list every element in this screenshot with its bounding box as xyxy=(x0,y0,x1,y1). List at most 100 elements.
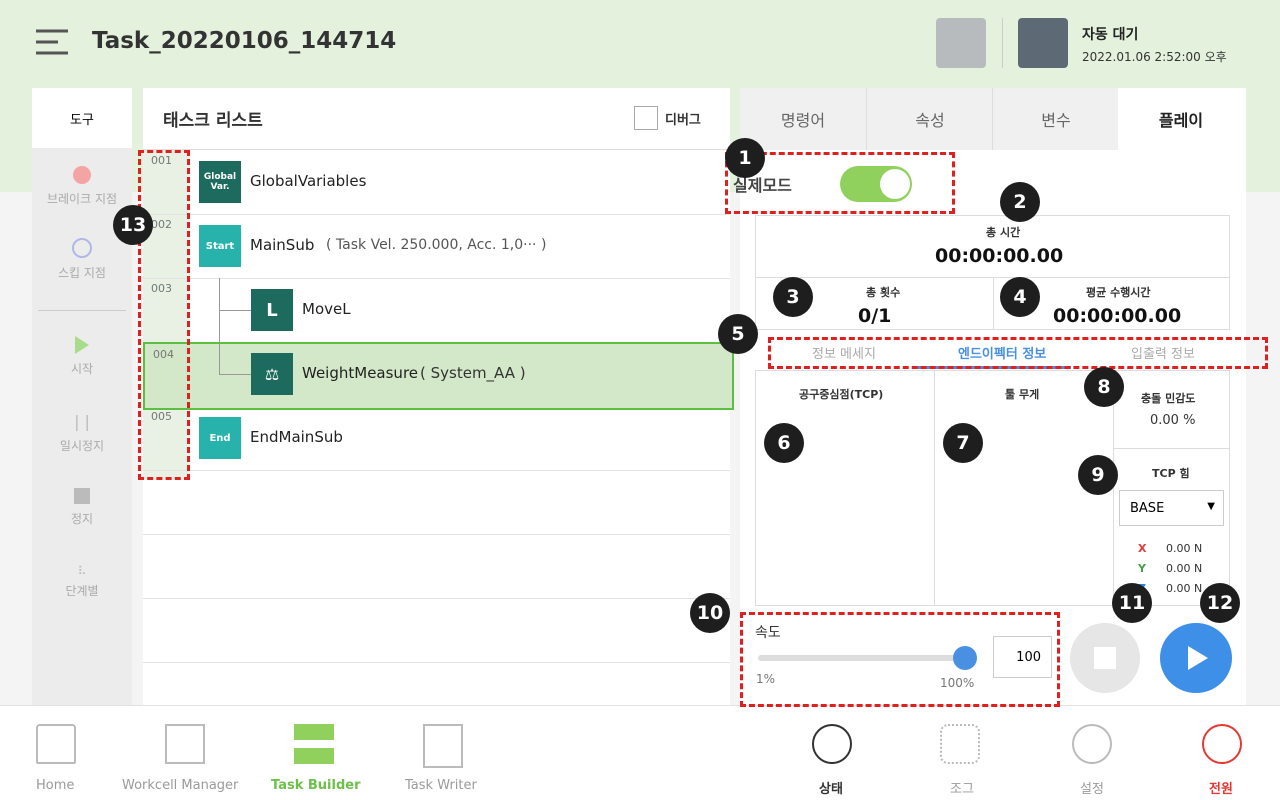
node-name: GlobalVariables xyxy=(250,172,367,190)
badge: 13 xyxy=(113,205,153,245)
node-name: EndMainSub xyxy=(250,428,343,446)
badge: 9 xyxy=(1078,455,1118,495)
empty-row xyxy=(143,470,730,535)
badge: 5 xyxy=(718,314,758,354)
reset-button[interactable] xyxy=(936,18,986,68)
highlight-box xyxy=(768,337,1268,369)
speed-track xyxy=(758,655,966,661)
debug-checkbox[interactable] xyxy=(634,106,658,130)
empty-row xyxy=(143,598,730,663)
divider xyxy=(755,277,1230,278)
divider xyxy=(1113,448,1230,449)
tool-pause[interactable]: | | 일시정지 xyxy=(32,404,132,474)
badge: 12 xyxy=(1200,583,1240,623)
tab[interactable]: 변수 xyxy=(992,88,1119,150)
force-value: 0.00 N xyxy=(1166,562,1203,575)
nav-item-active[interactable]: 상태 xyxy=(819,782,843,797)
nav-item[interactable]: 설정 xyxy=(1080,782,1104,797)
avg-time: 00:00:00.00 xyxy=(1053,305,1182,327)
nav-item[interactable]: 전원 xyxy=(1209,782,1233,797)
task-row[interactable]: 005 End EndMainSub xyxy=(143,406,730,471)
nav-item[interactable]: Task Writer xyxy=(405,778,477,793)
force-value: 0.00 N xyxy=(1166,542,1203,555)
tab[interactable]: 명령어 xyxy=(740,88,866,150)
stop-button[interactable] xyxy=(1070,623,1140,693)
nav-item-active[interactable]: Task Builder xyxy=(271,778,361,793)
badge: 3 xyxy=(773,277,813,317)
tool-weight-label: 툴 무게 xyxy=(1005,388,1040,401)
collision-value: 0.00 % xyxy=(1150,413,1196,428)
real-mode-toggle[interactable] xyxy=(840,166,912,202)
line-number-column xyxy=(143,150,190,480)
subtab-active[interactable]: 엔드이펙터 정보 xyxy=(958,347,1047,362)
badge: 2 xyxy=(1000,182,1040,222)
node-icon: Start xyxy=(199,225,241,267)
task-row[interactable]: 003 L MoveL xyxy=(143,278,730,343)
divider xyxy=(1002,18,1003,68)
badge: 10 xyxy=(690,593,730,633)
home-icon xyxy=(36,724,76,764)
tool-start[interactable]: 시작 xyxy=(32,328,132,398)
task-row[interactable]: 001 Global Var. GlobalVariables xyxy=(143,150,730,215)
tab[interactable]: 속성 xyxy=(866,88,993,150)
tool-label: 정지 xyxy=(70,512,94,526)
tool-label: 일시정지 xyxy=(59,439,105,453)
bottom-nav xyxy=(0,705,1280,800)
speed-thumb[interactable] xyxy=(953,646,977,670)
total-time-label: 총 시간 xyxy=(986,226,1021,239)
highlight-box xyxy=(138,150,190,480)
tool-label: 브레이크 지점 xyxy=(46,192,118,206)
robot-status-icon[interactable] xyxy=(1018,18,1068,68)
frame-select[interactable]: BASE ▼ xyxy=(1119,490,1224,526)
task-row[interactable]: 002 Start MainSub ( Task Vel. 250.000, Acc.… xyxy=(143,214,730,279)
count-label: 총 횟수 xyxy=(866,286,901,299)
endeffector-box xyxy=(755,370,1230,606)
node-name: MoveL xyxy=(302,300,351,318)
subtab[interactable]: 입출력 정보 xyxy=(1131,347,1195,362)
tab-active[interactable]: 플레이 xyxy=(1118,88,1244,150)
speed-max: 100% xyxy=(940,676,975,690)
collision-label: 충돌 민감도 xyxy=(1141,392,1196,405)
badge: 11 xyxy=(1112,583,1152,623)
badge: 1 xyxy=(725,138,765,178)
speed-input[interactable]: 100 xyxy=(993,636,1052,678)
task-list-title: 태스크 리스트 xyxy=(163,111,263,131)
menu-button[interactable] xyxy=(34,28,70,56)
line-number: 004 xyxy=(153,348,174,361)
stats-box xyxy=(755,215,1230,330)
play-button[interactable] xyxy=(1160,623,1232,693)
node-detail: ( System_AA ) xyxy=(420,364,526,382)
divider xyxy=(993,277,994,330)
task-row-selected[interactable]: 004 ⚖ WeightMeasure( System_AA ) xyxy=(143,342,734,410)
badge: 4 xyxy=(1000,277,1040,317)
badge: 8 xyxy=(1084,367,1124,407)
tool-label: 시작 xyxy=(70,362,94,376)
tcp-label: 공구중심점(TCP) xyxy=(799,388,884,401)
frame-value: BASE xyxy=(1130,501,1165,516)
nav-item[interactable]: Home xyxy=(36,778,75,793)
taskwriter-icon xyxy=(423,724,463,768)
tool-label: 단계별 xyxy=(65,584,99,598)
count: 0/1 xyxy=(858,305,892,327)
divider xyxy=(38,310,126,311)
subtab[interactable]: 정보 메세지 xyxy=(812,347,876,362)
highlight-box xyxy=(725,152,955,214)
tool-step[interactable]: ⠧ 단계별 xyxy=(32,556,132,626)
tcp-force-label: TCP 힘 xyxy=(1152,467,1190,480)
line-number: 001 xyxy=(151,154,172,167)
tool-stop[interactable]: 정지 xyxy=(32,480,132,550)
workcell-icon xyxy=(165,724,205,764)
status: 자동 대기 xyxy=(1082,27,1139,43)
nav-item[interactable]: Workcell Manager xyxy=(122,778,239,793)
debug-label: 디버그 xyxy=(665,113,701,128)
tool-skip[interactable]: 스킵 지점 xyxy=(32,232,132,302)
total-time: 00:00:00.00 xyxy=(935,245,1064,267)
avg-time-label: 평균 수행시간 xyxy=(1086,286,1151,299)
node-detail: ( Task Vel. 250.000, Acc. 1,0··· ) xyxy=(326,237,547,253)
nav-item[interactable]: 조그 xyxy=(950,782,974,797)
play-panel xyxy=(740,88,1246,705)
badge: 6 xyxy=(764,423,804,463)
tool-label: 스킵 지점 xyxy=(58,266,106,280)
divider xyxy=(934,370,935,606)
